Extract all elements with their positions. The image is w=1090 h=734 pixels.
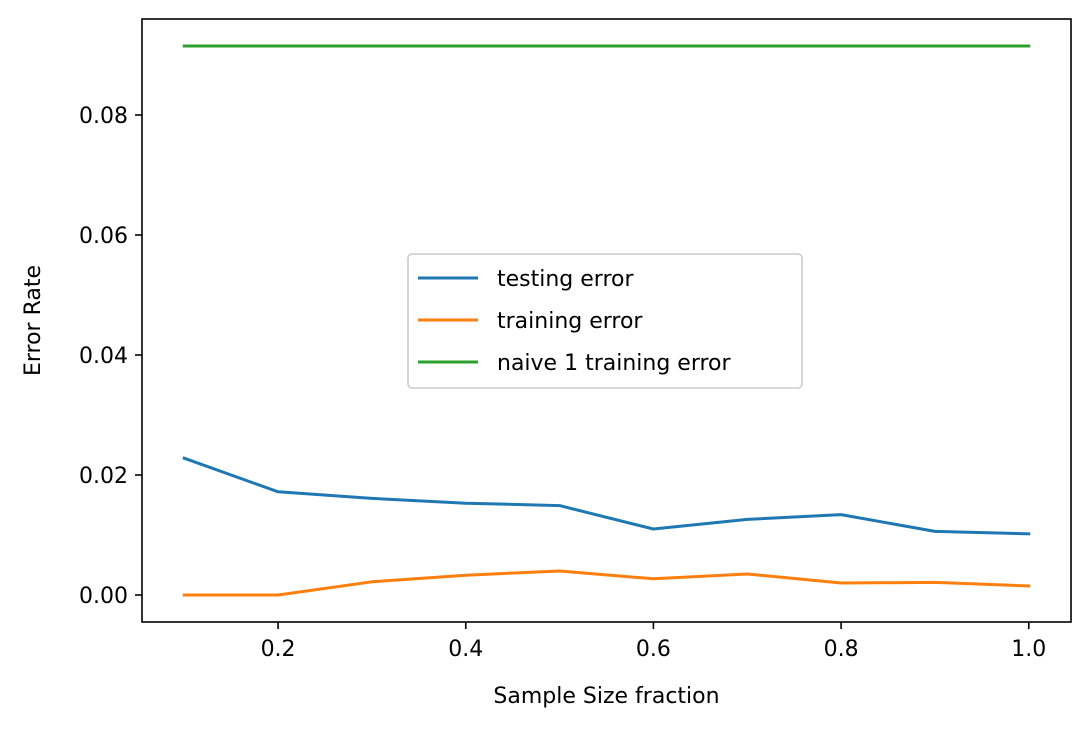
legend-label-1: training error [497, 309, 643, 334]
y-tick-label: 0.04 [79, 344, 128, 369]
series-line-0 [182, 456, 1031, 536]
legend-label-0: testing error [497, 267, 634, 292]
series-line-1 [182, 569, 1031, 597]
plot-frame [141, 18, 1072, 623]
y-tick-label: 0.06 [79, 224, 128, 249]
x-tick-label: 0.2 [261, 637, 296, 662]
x-axis-label: Sample Size fraction [493, 684, 719, 709]
x-tick-label: 0.4 [448, 637, 483, 662]
x-tick-label: 0.6 [636, 637, 671, 662]
y-tick-label: 0.08 [79, 104, 128, 129]
x-tick-label: 0.8 [824, 637, 859, 662]
series-layer [182, 44, 1031, 597]
x-tick-label: 1.0 [1011, 637, 1046, 662]
legend-label-2: naive 1 training error [497, 351, 732, 376]
y-axis-label: Error Rate [21, 265, 46, 376]
legend-box [407, 253, 803, 389]
y-tick-label: 0.00 [79, 584, 128, 609]
y-axis: 0.00 0.02 0.04 0.06 0.08 [79, 104, 142, 609]
y-tick-label: 0.02 [79, 464, 128, 489]
legend: testing error training error naive 1 train… [407, 253, 803, 389]
x-axis: 0.2 0.4 0.6 0.8 1.0 [261, 622, 1046, 662]
